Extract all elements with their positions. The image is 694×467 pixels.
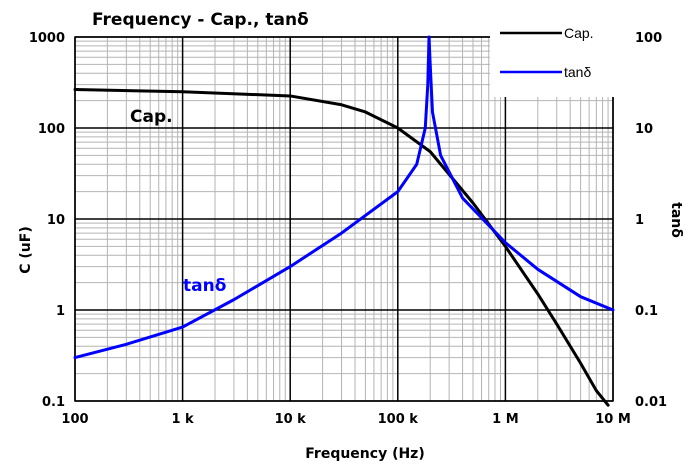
annotation-cap: Cap. (130, 107, 173, 127)
y-tick-label: 0.1 (42, 395, 65, 410)
annotation-tand: tanδ (183, 276, 226, 296)
series-line-tand (73, 35, 615, 360)
y2-tick-label: 0.1 (635, 304, 658, 319)
legend-label-cap: Cap. (564, 25, 594, 41)
chart-title: Frequency - Cap., tanδ (92, 10, 309, 30)
tick-labels: 100 1 k 10 k 100 k 1 M 10 M 0.1 1 10 100 1000 0.01 0… (29, 31, 667, 427)
legend-box (490, 15, 616, 97)
y-tick-label: 100 (38, 122, 65, 137)
legend: Cap. tanδ (490, 15, 616, 97)
y-axis-title: C (uF) (18, 226, 34, 273)
y-tick-label: 10 (47, 213, 65, 228)
series-layer (73, 35, 615, 407)
x-tick-label: 1 k (171, 412, 194, 427)
y2-tick-label: 10 (635, 122, 653, 137)
y2-tick-label: 100 (635, 31, 662, 46)
x-tick-label: 1 M (492, 412, 519, 427)
y2-axis-title: tanδ (668, 202, 684, 238)
x-axis-title: Frequency (Hz) (305, 446, 424, 462)
x-tick-label: 10 M (595, 412, 631, 427)
plot-frame (74, 36, 614, 402)
x-tick-label: 100 (61, 412, 88, 427)
y2-tick-label: 1 (635, 213, 644, 228)
y-tick-label: 1000 (29, 31, 65, 46)
y-tick-label: 1 (56, 304, 65, 319)
y2-tick-label: 0.01 (635, 395, 667, 410)
legend-label-tand: tanδ (564, 64, 591, 80)
x-tick-label: 10 k (275, 412, 307, 427)
x-tick-label: 100 k (378, 412, 419, 427)
